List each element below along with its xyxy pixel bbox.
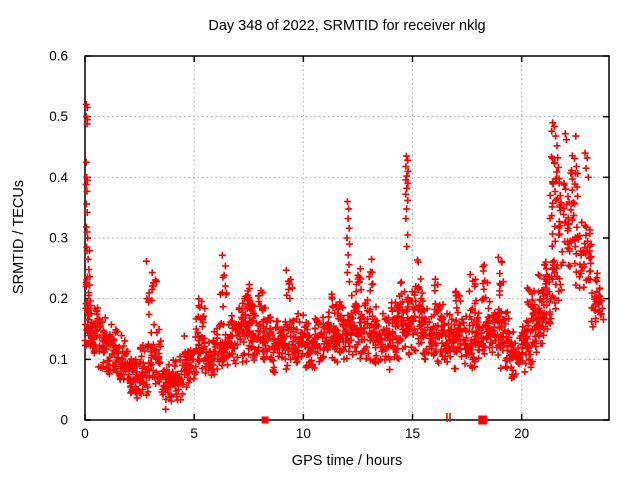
x-tick-label: 5	[190, 426, 198, 441]
data-points	[81, 101, 607, 413]
y-tick-label: 0.1	[49, 352, 68, 367]
axis-marker-square	[261, 416, 269, 424]
y-tick-label: 0.3	[49, 231, 68, 246]
x-tick-label: 0	[81, 426, 89, 441]
axis-marker-thin-tick	[446, 413, 448, 422]
y-tick-label: 0.4	[49, 170, 68, 185]
y-tick-label: 0.2	[49, 291, 68, 306]
y-tick-label: 0.5	[49, 109, 68, 124]
y-axis-label: SRMTID / TECUs	[11, 179, 27, 295]
x-tick-label: 20	[514, 426, 529, 441]
axis-marker-square	[478, 415, 488, 425]
axis-marker-thin-tick	[449, 413, 451, 422]
chart-title: Day 348 of 2022, SRMTID for receiver nkl…	[208, 18, 486, 34]
x-tick-label: 15	[405, 426, 420, 441]
y-tick-label: 0	[60, 413, 68, 428]
x-axis-label: GPS time / hours	[291, 453, 403, 469]
y-tick-label: 0.6	[49, 49, 68, 64]
x-tick-label: 10	[296, 426, 311, 441]
